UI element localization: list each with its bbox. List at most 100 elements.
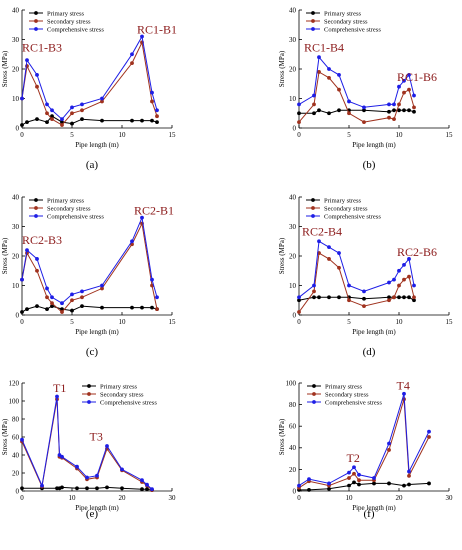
y-tick-label: 20 [12, 469, 20, 477]
annotation-label: RC2-B3 [22, 233, 62, 247]
data-point [357, 482, 361, 487]
data-point [120, 486, 124, 491]
data-point [317, 70, 321, 74]
y-axis-label: Stress (MPa) [1, 418, 9, 455]
data-point [75, 486, 79, 491]
series-line-2 [21, 40, 158, 126]
x-tick-label: 10 [396, 131, 404, 139]
data-point [55, 394, 59, 399]
data-point [347, 298, 351, 303]
data-point [130, 239, 134, 244]
data-point [387, 448, 391, 452]
data-point [95, 486, 99, 491]
x-tick-label: 20 [396, 494, 404, 502]
data-point [402, 483, 406, 488]
data-point [100, 283, 104, 288]
data-point [140, 118, 144, 123]
data-point [397, 102, 401, 107]
legend-marker [312, 392, 316, 396]
y-axis-label: Stress (MPa) [1, 237, 9, 274]
data-point [40, 483, 44, 488]
y-tick-label: 30 [289, 223, 297, 231]
data-point [402, 391, 406, 396]
data-point [60, 454, 64, 459]
data-point [387, 280, 391, 285]
data-point [80, 289, 84, 294]
data-point [70, 292, 74, 297]
data-point [362, 289, 366, 294]
y-tick-label: 100 [9, 397, 20, 405]
data-point [347, 483, 351, 488]
data-point [105, 485, 109, 490]
data-point [45, 295, 49, 300]
x-axis-label: Pipe length (m) [352, 141, 396, 149]
chart-panel-6: 0 20 40 60 80 100 0 10 20 30 Pipe length (m) Stress… [278, 378, 453, 520]
y-tick-label: 0 [16, 487, 20, 495]
data-point [337, 295, 341, 300]
data-point [80, 304, 84, 309]
data-point [407, 87, 411, 92]
legend-marker [311, 214, 315, 218]
data-point [80, 295, 84, 300]
data-point [407, 108, 411, 113]
data-point [20, 123, 24, 127]
data-point [80, 117, 84, 122]
data-point [407, 295, 411, 300]
legend-marker [34, 27, 38, 31]
data-point [20, 277, 24, 282]
series-line-1 [21, 305, 158, 313]
data-point [60, 485, 64, 490]
data-point [20, 437, 24, 442]
data-point [397, 283, 401, 288]
data-point [105, 444, 109, 448]
data-point [297, 102, 301, 107]
data-point [397, 84, 401, 89]
data-point [25, 307, 29, 311]
data-point [392, 295, 396, 300]
data-point [70, 105, 74, 110]
annotation-label: RC1-B1 [137, 23, 177, 37]
data-point [427, 429, 431, 434]
data-point [307, 488, 311, 492]
data-point [347, 99, 351, 104]
data-point [70, 298, 74, 303]
data-point [60, 123, 64, 127]
data-point [387, 481, 391, 486]
legend-marker [311, 27, 315, 31]
data-point [327, 481, 331, 486]
x-tick-label: 30 [446, 494, 454, 502]
data-point [45, 120, 49, 124]
data-point [402, 90, 406, 95]
data-point [70, 121, 74, 126]
data-point [50, 304, 54, 309]
data-point [50, 117, 54, 122]
data-point [412, 109, 416, 114]
x-axis-label: Pipe length (m) [75, 141, 119, 149]
x-tick-label: 0 [297, 318, 301, 326]
data-point [387, 298, 391, 303]
panel-label: (e) [86, 508, 99, 520]
data-point [387, 102, 391, 107]
data-point [327, 295, 331, 300]
data-point [357, 472, 361, 477]
legend-label: Secondary stress [47, 205, 91, 212]
y-tick-label: 20 [12, 252, 20, 260]
data-point [155, 307, 159, 311]
data-point [337, 265, 341, 270]
legend-marker [87, 400, 91, 404]
chart-panel-1: 0 10 20 30 40 0 5 10 15 Pipe length (m) Stress (MP… [1, 6, 177, 171]
legend-label: Comprehensive stress [325, 399, 382, 406]
data-point [407, 274, 411, 279]
data-point [155, 120, 159, 124]
data-point [307, 477, 311, 482]
x-tick-label: 15 [446, 318, 454, 326]
data-point [145, 482, 149, 487]
panel-label: (c) [86, 346, 99, 358]
data-point [352, 471, 356, 476]
y-tick-label: 10 [12, 282, 20, 290]
y-tick-label: 100 [286, 379, 297, 387]
y-tick-label: 20 [289, 65, 297, 73]
data-point [352, 465, 356, 470]
annotation-label: T4 [397, 378, 410, 392]
